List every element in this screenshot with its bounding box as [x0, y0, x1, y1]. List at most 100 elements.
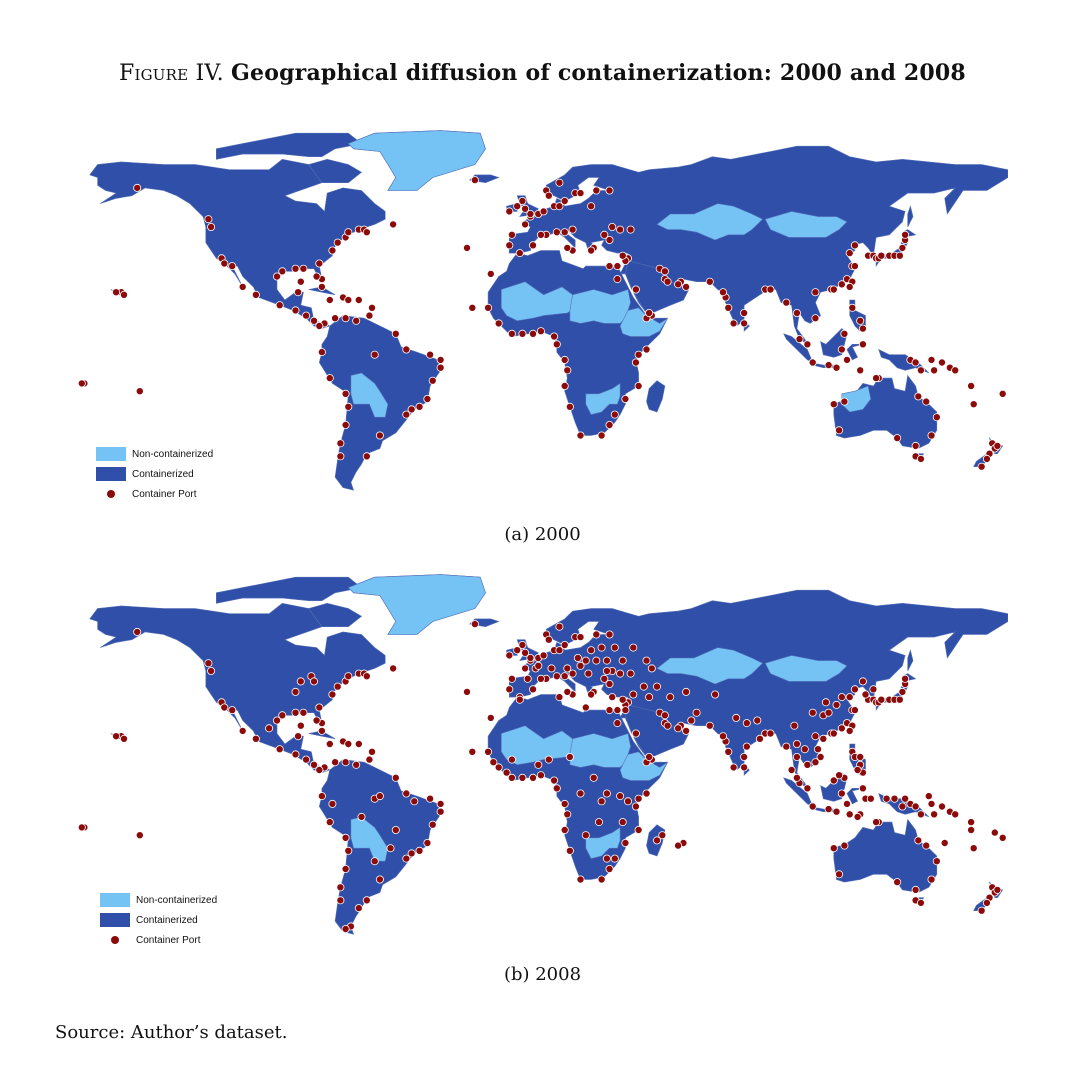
container-port-marker: [296, 677, 305, 686]
container-port-marker: [922, 841, 931, 850]
legend-label-container-port: Container Port: [132, 488, 197, 500]
container-port-marker: [674, 280, 683, 289]
container-port-marker: [581, 831, 590, 840]
container-port-marker: [299, 264, 308, 273]
container-port-marker: [803, 760, 812, 769]
container-port-marker: [521, 204, 530, 213]
container-port-marker: [576, 875, 585, 884]
region-non-containerized-ethiopia: [619, 307, 668, 337]
container-port-marker: [402, 345, 411, 354]
container-port-marker: [814, 745, 823, 754]
container-port-marker: [552, 672, 561, 681]
container-port-marker: [536, 230, 545, 239]
container-port-marker: [969, 400, 978, 409]
region-non-containerized-mongolia: [764, 655, 848, 682]
container-port-marker: [581, 703, 590, 712]
container-port-marker: [573, 654, 582, 663]
land-arctic-islands: [216, 132, 363, 160]
container-port-marker: [600, 230, 609, 239]
container-port-marker: [882, 794, 891, 803]
container-port-marker: [602, 667, 611, 676]
container-port-marker: [610, 410, 619, 419]
legend-port-dot: [107, 490, 115, 498]
container-port-marker: [207, 223, 216, 232]
container-port-marker: [977, 462, 986, 471]
container-port-marker: [792, 308, 801, 317]
region-non-containerized-bolivia-paraguay: [350, 372, 389, 418]
container-port-marker: [555, 178, 564, 187]
region-non-containerized-ethiopia: [619, 751, 668, 781]
container-port-marker: [840, 841, 849, 850]
container-port-marker: [605, 706, 614, 715]
container-port-marker: [977, 906, 986, 915]
container-port-marker: [587, 690, 596, 699]
container-port-marker: [77, 823, 86, 832]
region-non-containerized-chad-sudan: [569, 733, 631, 768]
container-port-marker: [436, 807, 445, 816]
container-port-marker: [982, 898, 991, 907]
container-port-marker: [914, 836, 923, 845]
container-port-marker: [494, 763, 503, 772]
container-port-marker: [565, 402, 574, 411]
container-port-marker: [581, 656, 590, 665]
container-port-marker: [204, 215, 213, 224]
container-port-marker: [470, 176, 479, 185]
container-port-marker: [824, 361, 833, 370]
container-port-marker: [315, 321, 324, 330]
container-port-marker: [315, 765, 324, 774]
legend-item-container-port: Container Port: [96, 484, 213, 504]
container-port-marker: [238, 726, 247, 735]
container-port-marker: [682, 726, 691, 735]
container-port-marker: [742, 742, 751, 751]
container-port-marker: [291, 708, 300, 717]
container-port-marker: [365, 755, 374, 764]
container-port-marker: [518, 773, 527, 782]
container-port-marker: [528, 773, 537, 782]
container-port-marker: [967, 381, 976, 390]
container-port-marker: [724, 303, 733, 312]
container-port-marker: [605, 186, 614, 195]
container-port-marker: [858, 677, 867, 686]
container-port-marker: [645, 752, 654, 761]
container-port-marker: [325, 818, 334, 827]
container-port-marker: [858, 784, 867, 793]
container-port-marker: [766, 285, 775, 294]
container-port-marker: [344, 295, 353, 304]
container-port-marker: [563, 366, 572, 375]
container-port-marker: [792, 752, 801, 761]
container-port-marker: [629, 643, 638, 652]
container-port-marker: [711, 690, 720, 699]
container-port-marker: [544, 635, 553, 644]
container-port-marker: [597, 643, 606, 652]
container-port-marker: [687, 716, 696, 725]
legend-item-containerized: Containerized: [100, 910, 217, 930]
container-port-marker: [642, 656, 651, 665]
container-port-marker: [895, 251, 904, 260]
container-port-marker: [924, 792, 933, 801]
container-port-marker: [911, 441, 920, 450]
container-port-marker: [507, 329, 516, 338]
container-port-marker: [526, 654, 535, 663]
container-port-marker: [315, 703, 324, 712]
container-port-marker: [853, 812, 862, 821]
container-port-marker: [344, 672, 353, 681]
container-port-marker: [866, 794, 875, 803]
container-port-marker: [507, 674, 516, 683]
container-port-marker: [502, 768, 511, 777]
container-port-marker: [317, 282, 326, 291]
legend-label-container-port: Container Port: [136, 934, 201, 946]
container-port-marker: [515, 249, 524, 258]
container-port-marker: [328, 799, 337, 808]
container-port-marker: [597, 431, 606, 440]
container-port-marker: [829, 285, 838, 294]
container-port-marker: [544, 755, 553, 764]
container-port-marker: [616, 669, 625, 678]
land-arctic-islands: [216, 576, 363, 604]
container-port-marker: [552, 784, 561, 793]
container-port-marker: [275, 301, 284, 310]
container-port-marker: [819, 734, 828, 743]
land-new-guinea: [878, 348, 930, 374]
land-australia: [833, 374, 938, 449]
container-port-marker: [608, 223, 617, 232]
container-port-marker: [436, 363, 445, 372]
